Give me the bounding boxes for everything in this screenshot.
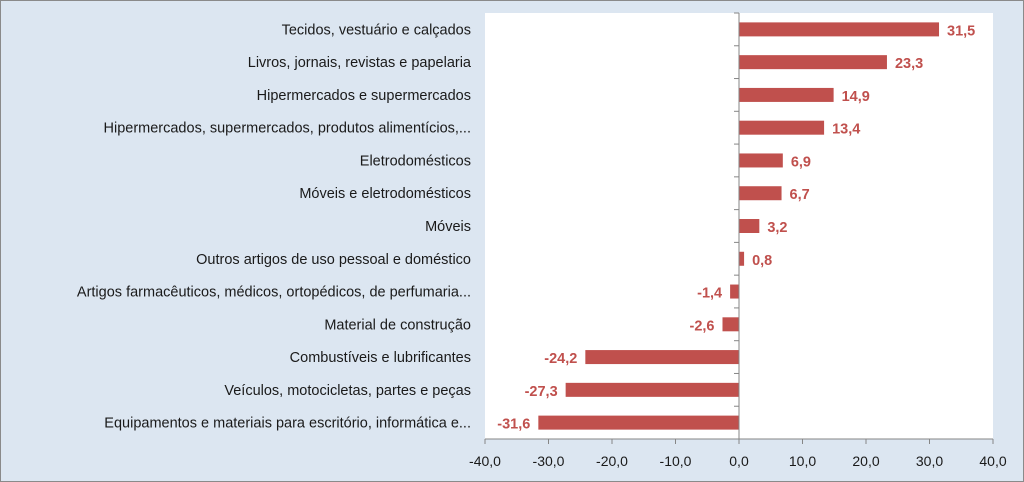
bar — [739, 87, 834, 102]
category-label: Outros artigos de uso pessoal e doméstic… — [196, 252, 471, 268]
data-label: 0,8 — [752, 253, 772, 269]
category-label: Material de construção — [324, 317, 471, 333]
x-tick-label: 10,0 — [789, 453, 816, 469]
data-label: -2,6 — [689, 318, 714, 334]
category-label: Eletrodomésticos — [360, 153, 471, 169]
category-label: Combustíveis e lubrificantes — [290, 350, 471, 366]
x-tick-label: 20,0 — [852, 453, 879, 469]
bar — [722, 317, 739, 332]
category-label: Artigos farmacêuticos, médicos, ortopédi… — [77, 285, 471, 301]
x-tick-label: 0,0 — [729, 453, 749, 469]
bar — [565, 382, 739, 397]
category-label: Hipermercados e supermercados — [257, 88, 471, 104]
bar — [739, 186, 782, 201]
bar — [739, 120, 825, 135]
bar — [739, 219, 760, 233]
data-label: -24,2 — [544, 351, 577, 367]
x-tick-label: -30,0 — [533, 453, 565, 469]
bar — [739, 251, 745, 266]
category-label: Equipamentos e materiais para escritório… — [104, 416, 471, 432]
data-label: 31,5 — [947, 23, 975, 39]
x-tick-label: -10,0 — [660, 453, 692, 469]
data-label: -27,3 — [525, 384, 558, 400]
bar — [538, 415, 739, 430]
x-tick-label: -20,0 — [596, 453, 628, 469]
data-label: 23,3 — [895, 56, 923, 72]
x-tick-label: 40,0 — [979, 453, 1006, 469]
data-label: -31,6 — [497, 417, 530, 433]
data-label: 14,9 — [842, 89, 870, 105]
bar — [585, 350, 739, 365]
category-label: Móveis e eletrodomésticos — [299, 186, 471, 202]
x-tick-label: 30,0 — [916, 453, 943, 469]
x-tick-label: -40,0 — [469, 453, 501, 469]
category-label: Tecidos, vestuário e calçados — [282, 22, 471, 38]
bar — [739, 55, 887, 70]
category-label: Hipermercados, supermercados, produtos a… — [104, 121, 472, 137]
category-label: Livros, jornais, revistas e papelaria — [248, 55, 472, 71]
data-label: 6,9 — [791, 154, 811, 170]
data-label: -1,4 — [697, 286, 722, 302]
category-label: Veículos, motocicletas, partes e peças — [224, 383, 471, 399]
bar — [730, 284, 739, 299]
bar — [739, 153, 783, 168]
data-label: 13,4 — [832, 122, 860, 138]
bar — [739, 22, 940, 37]
data-label: 3,2 — [767, 220, 787, 236]
data-label: 6,7 — [790, 187, 810, 203]
category-label: Móveis — [425, 219, 471, 235]
